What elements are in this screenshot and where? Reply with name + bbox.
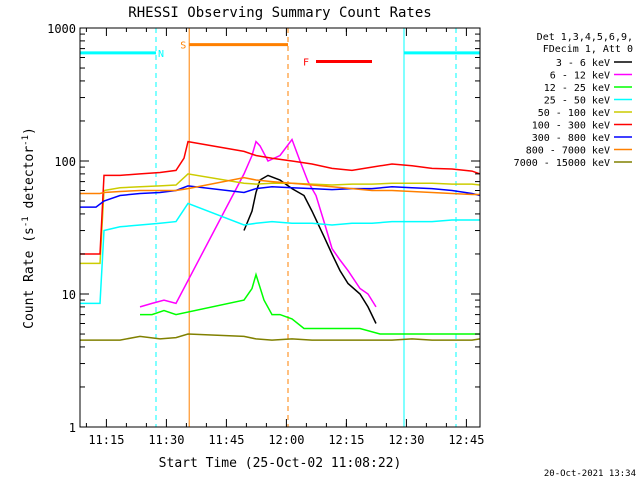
- y-tick-label: 1000: [47, 22, 76, 36]
- legend-entry-label: 12 - 25 keV: [544, 83, 610, 94]
- x-tick-label: 11:15: [88, 433, 124, 447]
- series-line: [243, 174, 377, 324]
- x-tick-label: 12:30: [388, 433, 424, 447]
- series-line: [140, 271, 480, 335]
- y-axis-label-part: ): [22, 127, 37, 135]
- series-line: [139, 137, 377, 308]
- series-group: [80, 137, 481, 341]
- legend-entry-label: 50 - 100 keV: [538, 108, 610, 119]
- y-axis-label-part: Count Rate (s: [22, 227, 37, 329]
- series-line: [80, 202, 480, 305]
- legend-entry-label: 800 - 7000 keV: [526, 146, 610, 157]
- legend: Det 1,3,4,5,6,9,FDecim 1, Att 0 3 - 6 keV…: [514, 32, 633, 169]
- y-tick-label: 100: [54, 155, 76, 169]
- x-tick-label: 11:45: [208, 433, 244, 447]
- y-axis-label-part: -1: [21, 216, 31, 227]
- axes: 1 10 100 1000 11:15 11:30 11:45 12:00 12:15 12:30…: [47, 22, 484, 447]
- event-label: N: [158, 49, 164, 60]
- legend-header: FDecim 1, Att 0: [543, 44, 633, 55]
- legend-entry-label: 3 - 6 keV: [556, 58, 610, 69]
- timestamp: 20-Oct-2021 13:34: [544, 469, 636, 479]
- series-line: [80, 185, 481, 208]
- y-axis-label-part: -1: [21, 135, 31, 146]
- x-tick-label: 11:30: [148, 433, 184, 447]
- legend-entry-label: 7000 - 15000 keV: [514, 158, 610, 169]
- y-axis-label-part: detector: [22, 146, 37, 217]
- plot-frame: [79, 27, 481, 428]
- chart-title: RHESSI Observing Summary Count Rates: [128, 5, 431, 21]
- legend-entry-label: 25 - 50 keV: [544, 96, 610, 107]
- legend-entry-label: 300 - 800 keV: [532, 133, 610, 144]
- x-tick-label: 12:00: [268, 433, 304, 447]
- x-tick-label: 12:45: [448, 433, 484, 447]
- legend-entry-label: 100 - 300 keV: [532, 121, 610, 132]
- series-line: [80, 176, 480, 196]
- legend-header: Det 1,3,4,5,6,9,: [537, 32, 633, 43]
- y-tick-label: 1: [69, 421, 76, 435]
- event-label: F: [303, 57, 309, 68]
- x-tick-label: 12:15: [328, 433, 364, 447]
- x-axis-label: Start Time (25-Oct-02 11:08:22): [159, 456, 402, 471]
- y-axis-label: Count Rate (s-1 detector-1): [21, 127, 37, 329]
- legend-entry-label: 6 - 12 keV: [550, 71, 610, 82]
- series-line: [80, 333, 481, 341]
- event-markers: N S F: [80, 28, 480, 427]
- y-tick-label: 10: [62, 288, 76, 302]
- series-line: [80, 140, 481, 255]
- event-label: S: [180, 41, 186, 52]
- series-line: [80, 173, 481, 265]
